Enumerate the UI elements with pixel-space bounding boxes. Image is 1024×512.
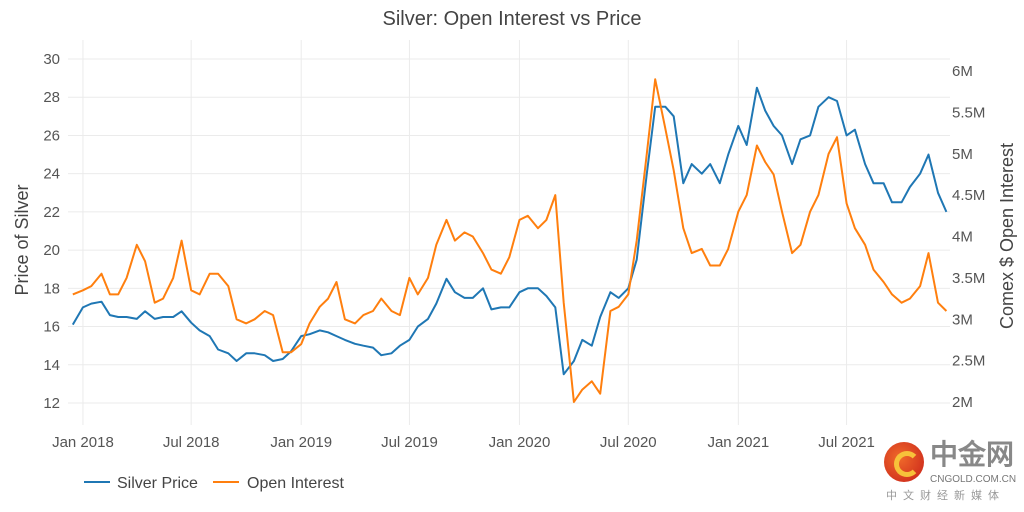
series-line-open-interest [72,78,948,403]
legend-item-open-interest[interactable]: Open Interest [213,475,345,492]
left-axis-title: Price of Silver [12,184,32,295]
x-tick-label: Jul 2020 [600,434,657,451]
x-tick-label: Jan 2020 [489,434,551,451]
y-tick-label: 22 [43,204,60,221]
right-axis-ticks: 2M 2.5M 3M 3.5M 4M 4.5M 5M 5.5M 6M [952,63,985,411]
y-tick-label: 16 [43,319,60,336]
y-tick-label: 14 [43,357,60,374]
left-axis-ticks: 12 14 16 18 20 22 24 26 28 30 [43,51,60,412]
x-tick-label: Jan 2018 [52,434,114,451]
series-lines [71,78,948,403]
right-axis-title: Comex $ Open Interest [997,143,1017,329]
x-tick-label: Jul 2019 [381,434,438,451]
y2-tick-label: 4.5M [952,187,985,204]
x-tick-label: Jul 2021 [818,434,875,451]
x-tick-label: Jan 2019 [270,434,332,451]
gridlines [68,40,950,425]
legend-label-silver-price: Silver Price [117,475,198,492]
y-tick-label: 20 [43,242,60,259]
legend-item-silver-price[interactable]: Silver Price [84,475,198,492]
chart-title: Silver: Open Interest vs Price [383,8,642,30]
cngold-logo-watermark: 中金网 CNGOLD.COM.CN 中文财经新媒体 [884,438,1024,508]
x-axis-ticks: Jan 2018 Jul 2018 Jan 2019 Jul 2019 Jan 2020… [52,434,875,451]
legend-label-open-interest: Open Interest [247,475,345,492]
y-tick-label: 12 [43,395,60,412]
y2-tick-label: 3M [952,311,973,328]
y2-tick-label: 6M [952,63,973,80]
y2-tick-label: 4M [952,229,973,246]
logo-text-en: CNGOLD.COM.CN [930,474,1017,485]
x-tick-label: Jan 2021 [707,434,769,451]
series-line-silver-price [71,86,948,376]
y-tick-label: 24 [43,166,60,183]
y2-tick-label: 2.5M [952,353,985,370]
y2-tick-label: 5.5M [952,104,985,121]
y-tick-label: 18 [43,280,60,297]
logo-text-sub: 中文财经新媒体 [886,489,1005,502]
y-tick-label: 30 [43,51,60,68]
y2-tick-label: 5M [952,146,973,163]
legend[interactable]: Silver Price Open Interest [84,475,345,492]
y2-tick-label: 2M [952,394,973,411]
y-tick-label: 26 [43,127,60,144]
logo-text-cn: 中金网 [930,438,1015,471]
cngold-logo-icon [884,442,924,482]
x-tick-label: Jul 2018 [163,434,220,451]
y2-tick-label: 3.5M [952,270,985,287]
y-tick-label: 28 [43,89,60,106]
